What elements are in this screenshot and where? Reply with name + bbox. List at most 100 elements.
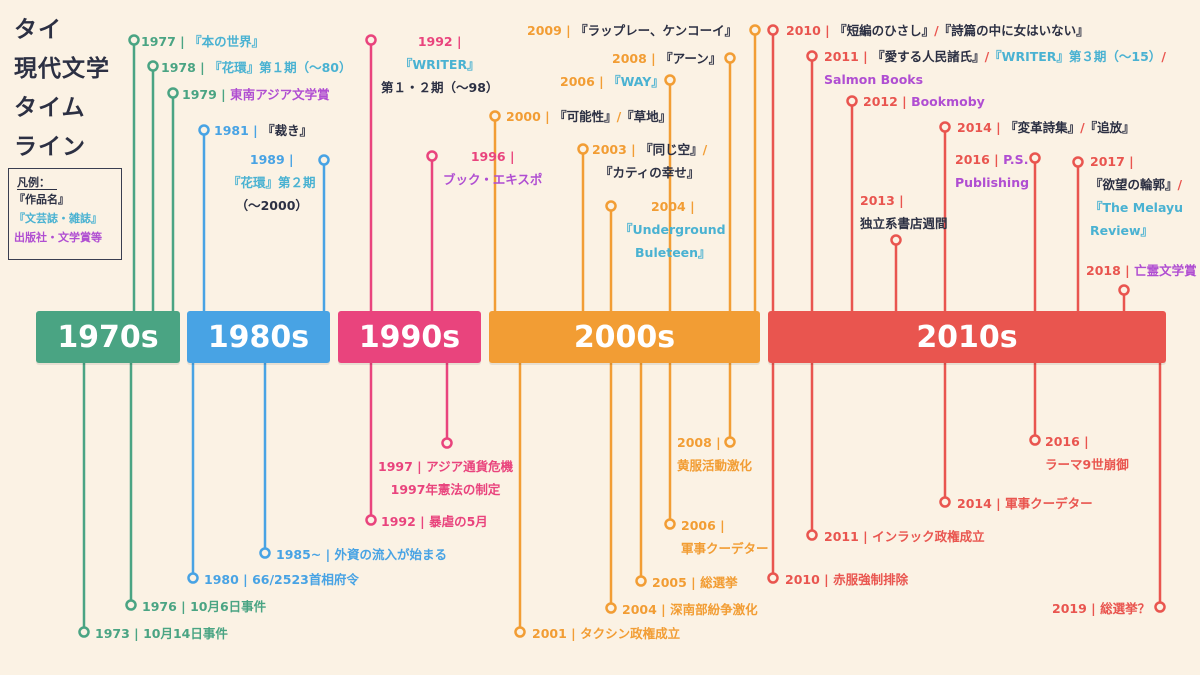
event-year: 1985~ | [276, 547, 331, 562]
political-event: 2016 | ラーマ9世崩御 [1045, 430, 1129, 476]
event-line: 1992 | 暴虐の5月 [381, 510, 488, 533]
event-text: ラーマ9世崩御 [1045, 457, 1129, 472]
event-text: 『同じ空』 [635, 142, 703, 157]
event-text: / [984, 49, 990, 64]
event-line: 1997 | アジア通貨危機 [378, 455, 513, 478]
event-text: 『アーン』 [655, 51, 722, 66]
event-marker [635, 575, 647, 587]
event-text: 『WRITER』第３期（〜15） [989, 49, 1162, 64]
political-event: 2008 | 黄服活動激化 [677, 431, 752, 477]
event-year: 2009 | [527, 23, 571, 38]
event-marker [187, 572, 199, 584]
literary-event: 2013 | 独立系書店週間 [860, 189, 948, 235]
event-line: 2010 | 赤服強制排除 [785, 568, 908, 591]
event-year: 2006 | [681, 518, 725, 533]
political-event: 1992 | 暴虐の5月 [381, 510, 488, 533]
event-marker [1072, 156, 1084, 168]
event-marker [514, 626, 526, 638]
event-text: アジア通貨危機 [421, 459, 514, 474]
event-line: 独立系書店週間 [860, 212, 948, 235]
event-text: 軍事クーデター [681, 541, 769, 556]
event-marker [939, 496, 951, 508]
literary-event: 1978 | 『花環』第１期（〜80） [161, 56, 351, 79]
event-year: 2011 | [824, 49, 868, 64]
event-line: 1979 | 東南アジア文学賞 [182, 83, 330, 106]
literary-event: 2018 | 亡霊文学賞 [1086, 259, 1197, 282]
event-text: 赤服強制排除 [828, 572, 909, 587]
literary-event: 1977 | 『本の世界』 [141, 30, 264, 53]
event-marker [724, 436, 736, 448]
event-year: 2008 | [612, 51, 656, 66]
political-event: 2006 | 軍事クーデター [681, 514, 769, 560]
event-text: 66 [247, 572, 270, 587]
event-marker [1154, 601, 1166, 613]
event-text: 深南部紛争激化 [665, 602, 758, 617]
decade-1990s: 1990s [338, 311, 481, 363]
event-line: 2014 | 軍事クーデター [957, 492, 1093, 515]
event-line: 2018 | 亡霊文学賞 [1086, 259, 1197, 282]
event-line: ブック・エキスポ [443, 168, 542, 191]
event-line: 1992 | [381, 30, 498, 53]
event-line: 『欲望の輪郭』/ [1090, 173, 1183, 196]
event-text: 『詩篇の中に女はいない』 [938, 23, 1089, 38]
event-text: 『追放』 [1084, 120, 1135, 135]
event-year: 2019 | [1052, 601, 1096, 616]
event-line: 1996 | [443, 145, 542, 168]
event-year: 2016 | [955, 152, 999, 167]
event-marker [426, 150, 438, 162]
event-year: 1997 | [378, 459, 422, 474]
legend-heading: 凡例： [17, 176, 50, 189]
event-text: Review』 [1090, 223, 1154, 238]
title-line-1: タイ [14, 17, 62, 43]
event-year: 1989 | [249, 152, 294, 167]
event-year: 2004 | [650, 199, 695, 214]
event-line: 1981 | 『裁き』 [214, 119, 312, 142]
event-text: （〜2000） [235, 198, 308, 213]
event-text: Buleteen』 [635, 245, 711, 260]
event-text: / [616, 109, 622, 124]
event-text: 総選挙？ [1095, 601, 1151, 616]
event-marker [365, 34, 377, 46]
event-text: 1997年憲法の制定 [390, 482, 501, 497]
literary-event: 2010 | 『短編のひさし』/『詩篇の中に女はいない』 [786, 19, 1089, 42]
event-line: 2004 | [620, 195, 726, 218]
event-text: P.S. [998, 152, 1029, 167]
event-year: 2014 | [957, 496, 1001, 511]
event-marker [767, 24, 779, 36]
event-year: 1992 | [417, 34, 462, 49]
event-year: 2018 | [1086, 263, 1130, 278]
event-marker [318, 154, 330, 166]
event-line: 2016 | [1045, 430, 1129, 453]
political-event: 2004 | 深南部紛争激化 [622, 598, 758, 621]
political-event: 1973 | 10月14日事件 [95, 622, 228, 645]
legend-publisher: 出版社・文学賞等 [14, 231, 102, 244]
event-text: 『変革詩集』 [1000, 120, 1081, 135]
event-marker [605, 602, 617, 614]
event-marker [846, 95, 858, 107]
literary-event: 1992 | 『WRITER』 第１・２期（〜98） [381, 30, 498, 99]
event-text: 『可能性』 [549, 109, 617, 124]
event-line: 1976 | 10月6日事件 [142, 595, 266, 618]
event-text: / [702, 142, 708, 157]
literary-event: 1996 | ブック・エキスポ [443, 145, 542, 191]
event-marker [664, 74, 676, 86]
event-line: 2008 | 『アーン』 [612, 47, 721, 70]
event-line: （〜2000） [228, 194, 316, 217]
literary-event: 1989 | 『花環』第２期 （〜2000） [228, 148, 316, 217]
event-marker [441, 437, 453, 449]
event-line: 『花環』第２期 [228, 171, 316, 194]
event-marker [198, 124, 210, 136]
event-line: 1989 | [228, 148, 316, 171]
event-line: Publishing [955, 171, 1029, 194]
political-event: 1997 | アジア通貨危機 1997年憲法の制定 [378, 455, 513, 501]
event-marker [125, 599, 137, 611]
event-line: 2013 | [860, 189, 948, 212]
title-line-4: ライン [14, 134, 86, 160]
event-text: 『本の世界』 [184, 34, 265, 49]
event-year: 2016 | [1045, 434, 1089, 449]
event-text: 独立系書店週間 [860, 216, 948, 231]
event-year: 2010 | [785, 572, 829, 587]
literary-event: 2000 | 『可能性』/『草地』 [506, 105, 671, 128]
event-year: 1981 | [214, 123, 258, 138]
event-text: 東南アジア文学賞 [225, 87, 330, 102]
